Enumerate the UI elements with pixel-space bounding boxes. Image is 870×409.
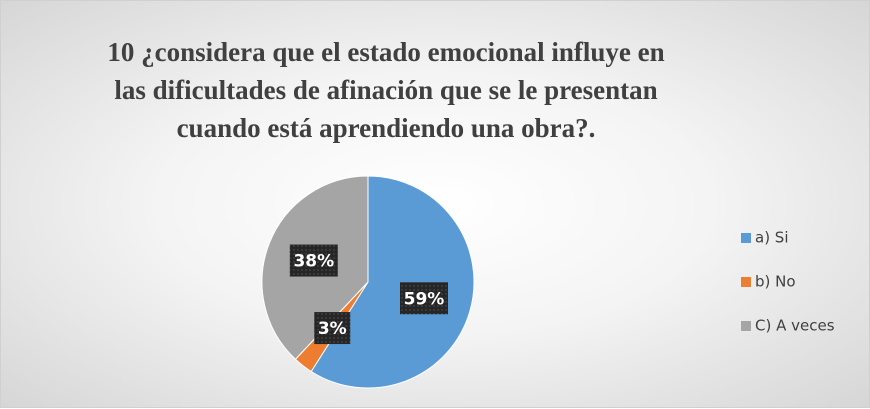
legend-label: C) A veces bbox=[755, 317, 835, 335]
data-label-box bbox=[314, 312, 351, 345]
data-label-box bbox=[289, 244, 338, 277]
pie-slice bbox=[310, 175, 475, 389]
legend-label: b) No bbox=[755, 273, 796, 291]
data-label-box bbox=[399, 282, 448, 315]
legend-swatch bbox=[741, 277, 751, 287]
legend-swatch bbox=[741, 233, 751, 243]
data-label: 3% bbox=[318, 319, 347, 339]
legend-swatch bbox=[741, 321, 751, 331]
data-label: 59% bbox=[404, 289, 445, 309]
data-label: 38% bbox=[293, 252, 334, 272]
chart-title: 10 ¿considera que el estado emocional in… bbox=[107, 37, 665, 143]
legend-label: a) Si bbox=[755, 229, 789, 247]
